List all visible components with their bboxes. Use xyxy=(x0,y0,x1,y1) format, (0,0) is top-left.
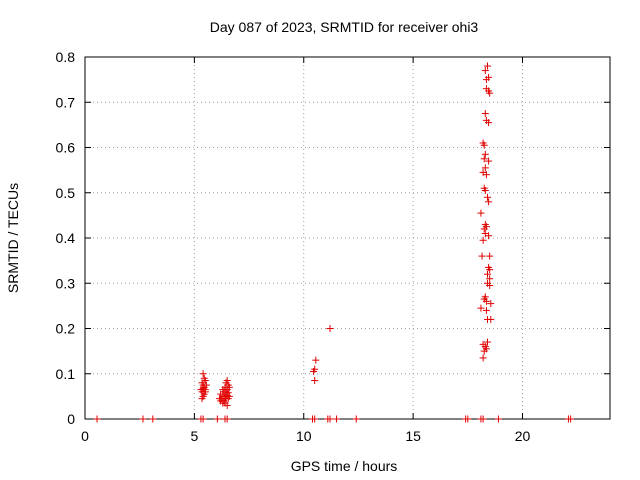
data-point xyxy=(486,282,494,290)
data-point xyxy=(199,370,207,378)
data-point xyxy=(201,388,209,396)
data-point xyxy=(482,306,490,314)
data-points xyxy=(93,62,575,423)
data-point xyxy=(485,157,493,165)
x-tick-label: 0 xyxy=(81,428,89,444)
data-point xyxy=(311,377,319,385)
data-point xyxy=(480,347,488,355)
data-point xyxy=(485,232,493,240)
data-point xyxy=(312,356,320,364)
data-point xyxy=(485,119,493,127)
data-point xyxy=(139,415,147,423)
y-tick-label: 0.7 xyxy=(56,94,76,110)
data-point xyxy=(486,266,494,274)
data-point xyxy=(481,110,489,118)
chart-title: Day 087 of 2023, SRMTID for receiver ohi… xyxy=(210,19,479,35)
data-point xyxy=(487,315,495,323)
data-point xyxy=(198,395,206,403)
data-point xyxy=(484,62,491,70)
data-point xyxy=(484,338,491,346)
data-point xyxy=(480,155,488,163)
y-tick-label: 0.5 xyxy=(56,185,76,201)
y-axis-label: SRMTID / TECUs xyxy=(5,183,21,293)
data-point xyxy=(484,270,491,278)
data-point xyxy=(567,415,575,423)
data-point xyxy=(223,415,231,423)
data-point xyxy=(149,415,157,423)
data-point xyxy=(223,401,231,409)
data-point xyxy=(326,415,334,423)
x-axis-label: GPS time / hours xyxy=(291,458,398,474)
data-point xyxy=(213,415,221,423)
data-point xyxy=(486,252,494,260)
data-point xyxy=(217,397,225,405)
data-point xyxy=(484,193,491,201)
data-point xyxy=(486,275,494,283)
data-point xyxy=(482,171,490,179)
data-point xyxy=(199,384,207,392)
data-point xyxy=(481,67,489,75)
y-tick-label: 0.8 xyxy=(56,49,76,65)
data-point xyxy=(482,297,490,305)
data-point xyxy=(480,225,488,233)
x-tick-label: 10 xyxy=(296,428,312,444)
axis-ticks: 0 0.1 0.2 0.3 0.4 0.5 0.6 0.7 0.8 0 5 10 15 20 xyxy=(56,49,610,444)
data-point xyxy=(326,325,334,332)
y-tick-label: 0 xyxy=(67,411,75,427)
data-point xyxy=(352,415,360,423)
x-tick-label: 5 xyxy=(190,428,198,444)
y-tick-label: 0.6 xyxy=(56,140,76,156)
data-point xyxy=(464,415,472,423)
grid-lines xyxy=(85,57,610,419)
data-point xyxy=(311,415,319,423)
x-tick-label: 20 xyxy=(515,428,531,444)
data-point xyxy=(480,141,488,149)
data-point xyxy=(479,415,487,423)
data-point xyxy=(481,186,489,194)
y-tick-label: 0.2 xyxy=(56,321,76,337)
data-point xyxy=(225,383,233,391)
data-point xyxy=(485,198,493,206)
data-point xyxy=(486,89,494,97)
data-point xyxy=(478,252,486,260)
data-point xyxy=(477,209,485,217)
data-point xyxy=(479,236,487,244)
data-point xyxy=(481,150,489,158)
plot-frame xyxy=(84,56,611,420)
data-point xyxy=(93,415,101,423)
data-point xyxy=(225,392,233,400)
x-tick-label: 15 xyxy=(405,428,421,444)
data-point xyxy=(494,415,502,423)
data-point xyxy=(199,415,207,423)
data-point xyxy=(201,377,209,385)
y-tick-label: 0.1 xyxy=(56,366,76,382)
y-tick-label: 0.3 xyxy=(56,275,76,291)
data-point xyxy=(487,300,495,308)
data-point xyxy=(481,164,489,172)
y-tick-label: 0.4 xyxy=(56,230,76,246)
data-point xyxy=(485,73,493,81)
data-point xyxy=(333,415,341,423)
data-point xyxy=(477,304,485,312)
data-point xyxy=(310,367,318,375)
data-point xyxy=(479,354,487,362)
data-point xyxy=(202,381,210,389)
